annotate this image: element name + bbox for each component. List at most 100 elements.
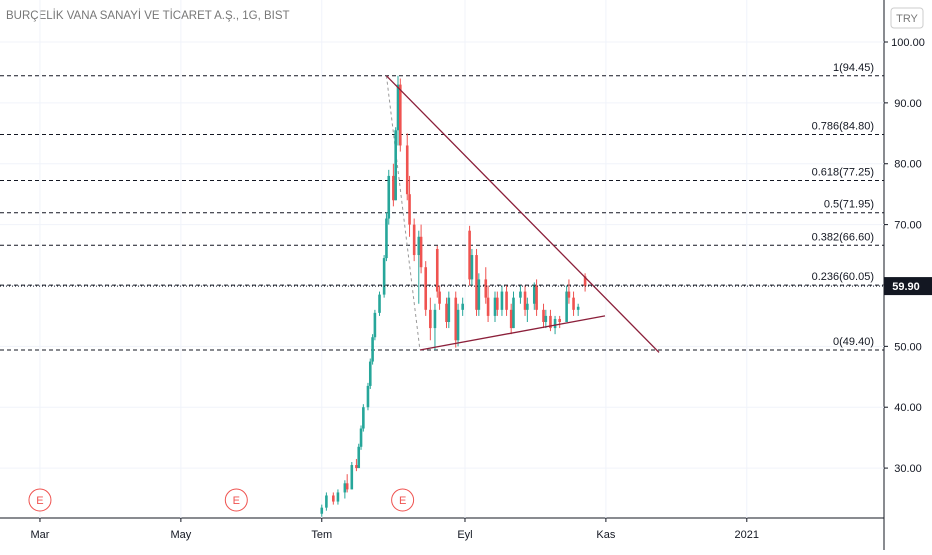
candle-body xyxy=(519,291,522,298)
fib-label: 1(94.45) xyxy=(833,62,874,74)
y-tick-label: 100.00 xyxy=(891,37,925,49)
candle-body xyxy=(408,194,411,225)
candle-body xyxy=(475,255,478,310)
candle-body xyxy=(435,248,439,292)
candle-body xyxy=(477,279,481,310)
candle-body xyxy=(336,492,340,502)
candle-body xyxy=(394,130,397,201)
candle-body xyxy=(438,291,441,304)
x-tick-label: Tem xyxy=(311,529,332,541)
candle-body xyxy=(468,230,471,280)
last-price-label: 59.90 xyxy=(892,281,920,293)
chart-title: BURÇELİK VANA SANAYİ VE TİCARET A.Ş., 1G… xyxy=(6,9,290,22)
candle-body xyxy=(558,318,561,322)
y-tick-label: 90.00 xyxy=(894,98,922,110)
candle-body xyxy=(542,309,545,322)
fib-label: 0.786(84.80) xyxy=(812,121,874,133)
y-tick-label: 80.00 xyxy=(894,159,922,171)
candle-body xyxy=(572,297,575,310)
y-tick-label: 30.00 xyxy=(894,463,922,475)
candle-body xyxy=(385,218,388,259)
candle-body xyxy=(417,236,421,256)
candle-body xyxy=(355,465,358,469)
candle-body xyxy=(576,306,580,310)
candle-body xyxy=(486,297,490,316)
event-marker xyxy=(391,488,415,512)
fib-anchor xyxy=(385,75,421,351)
candle-body xyxy=(461,303,464,310)
last-price-badge xyxy=(884,277,932,296)
candle-body xyxy=(454,297,458,341)
fib-label: 0.236(60.05) xyxy=(812,271,874,283)
fib-label: 0.382(66.60) xyxy=(812,231,874,243)
candle-body xyxy=(512,297,515,329)
x-tick-label: Mar xyxy=(30,529,49,541)
candle-body xyxy=(484,279,488,298)
candle-body xyxy=(493,297,497,316)
candle-body xyxy=(392,175,395,201)
x-tick-label: Eyl xyxy=(457,529,472,541)
candle-body xyxy=(565,291,568,322)
candle-body xyxy=(366,385,370,408)
candle-body xyxy=(447,297,451,322)
candle-body xyxy=(405,145,409,195)
candle-body xyxy=(500,291,504,310)
event-label: E xyxy=(399,495,406,507)
candle-body xyxy=(325,495,328,508)
candle-body xyxy=(470,255,474,280)
y-tick-label: 40.00 xyxy=(894,402,922,414)
fib-label: 0.618(77.25) xyxy=(812,166,874,178)
candle-body xyxy=(433,309,437,329)
candle-body xyxy=(544,315,548,322)
candle-body xyxy=(412,224,416,256)
candle-body xyxy=(357,446,361,469)
x-tick-label: May xyxy=(170,529,191,541)
currency-button[interactable] xyxy=(890,7,924,29)
candle-body xyxy=(362,407,365,429)
candle-body xyxy=(505,291,508,310)
candle-body xyxy=(371,337,374,362)
candle-body xyxy=(523,291,527,310)
candle-body xyxy=(419,236,423,268)
event-label: E xyxy=(233,495,240,507)
candle-body xyxy=(350,465,354,490)
candle-body xyxy=(359,428,363,447)
candle-body xyxy=(532,285,536,304)
candle-body xyxy=(429,309,432,329)
candle-body xyxy=(345,483,349,490)
candle-body xyxy=(567,291,571,298)
candle-body xyxy=(496,297,499,310)
candle-body xyxy=(535,285,538,310)
candle-body xyxy=(382,258,386,295)
candle-body xyxy=(445,303,448,322)
x-tick-label: Kas xyxy=(596,529,615,541)
candle-body xyxy=(399,84,402,146)
y-tick-label: 50.00 xyxy=(894,341,922,353)
candle-body xyxy=(549,315,552,329)
candle-body xyxy=(320,507,324,514)
candle-body xyxy=(378,294,381,313)
candle-body xyxy=(373,312,377,338)
candle-body xyxy=(343,483,347,493)
currency-label: TRY xyxy=(896,13,918,25)
event-marker xyxy=(28,488,52,512)
x-tick-label: 2021 xyxy=(735,529,759,541)
trend-line xyxy=(419,315,606,351)
candle-body xyxy=(387,175,391,219)
candle-body xyxy=(526,303,529,310)
y-tick-label: 70.00 xyxy=(894,220,922,232)
event-marker xyxy=(224,488,248,512)
candle-body xyxy=(368,361,372,386)
candle-body xyxy=(424,267,428,310)
candle-body xyxy=(583,276,587,287)
candle-body xyxy=(332,495,335,502)
fib-label: 0.5(71.95) xyxy=(824,199,874,211)
candle-body xyxy=(509,309,513,329)
candle-body xyxy=(456,309,460,341)
event-label: E xyxy=(36,495,43,507)
candle-body xyxy=(553,318,557,329)
fib-label: 0(49.40) xyxy=(833,336,874,348)
